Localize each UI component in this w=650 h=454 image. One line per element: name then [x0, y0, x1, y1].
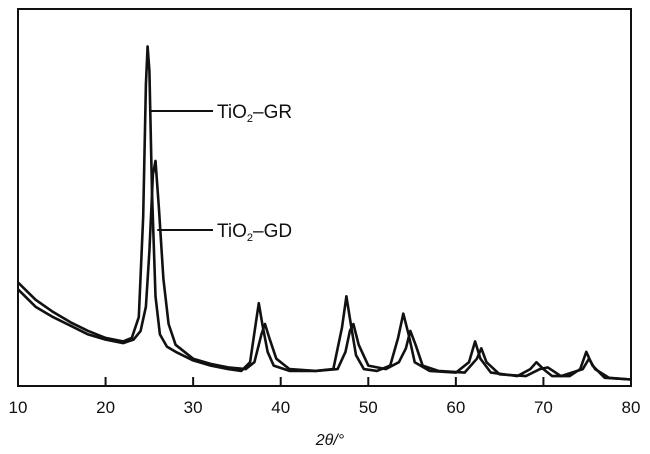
x-tick-label: 70: [534, 398, 553, 417]
annotation-label: TiO2–GR: [217, 102, 292, 125]
x-tick-label: 20: [96, 398, 115, 417]
x-tick-layer: 10 20 30 40 50 60 70 80: [9, 377, 641, 417]
x-tick-label: 50: [359, 398, 378, 417]
x-tick-label: 40: [271, 398, 290, 417]
x-axis-title: 2θ/°: [315, 432, 345, 449]
plot-frame: [17, 8, 632, 387]
annotation-layer: TiO2–GR TiO2–GD: [151, 102, 292, 244]
x-tick-label: 30: [184, 398, 203, 417]
x-tick-label: 10: [9, 398, 28, 417]
series-layer: [17, 45, 632, 381]
series-line-0: [17, 45, 632, 381]
x-tick-label: 80: [622, 398, 641, 417]
annotation-label: TiO2–GD: [217, 221, 292, 244]
x-tick-label: 60: [446, 398, 465, 417]
series-line-1: [17, 159, 632, 381]
